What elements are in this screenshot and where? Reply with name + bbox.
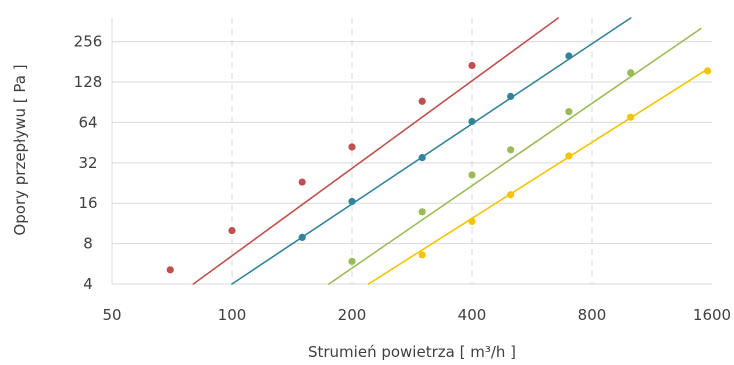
y-tick-label: 8	[83, 235, 93, 253]
data-point	[468, 61, 476, 70]
data-point	[507, 146, 515, 154]
data-point	[348, 257, 356, 265]
data-point	[418, 251, 426, 259]
data-point	[348, 143, 356, 151]
data-point	[507, 191, 515, 199]
y-tick-label: 256	[74, 33, 103, 51]
data-point	[228, 227, 236, 235]
x-axis-title: Strumień powietrza [ m³/h ]	[308, 343, 516, 361]
x-tick-label: 400	[458, 306, 487, 324]
series-1	[231, 17, 632, 285]
y-tick-label: 32	[78, 154, 97, 172]
x-tick-label: 200	[338, 306, 367, 324]
y-axis-title: Opory przepływu [ Pa ]	[11, 64, 29, 235]
data-point	[565, 52, 573, 60]
data-point	[166, 266, 174, 274]
data-point	[418, 97, 426, 105]
series-2	[328, 27, 702, 285]
data-point	[627, 69, 635, 77]
x-tick-label: 1600	[693, 306, 731, 324]
data-point	[468, 171, 476, 179]
series-0	[166, 17, 559, 285]
series-line	[328, 27, 702, 285]
series-line	[231, 17, 632, 285]
data-point	[704, 67, 712, 75]
data-point	[565, 152, 573, 160]
data-point	[627, 113, 635, 121]
x-tick-label: 50	[102, 306, 121, 324]
x-tick-label: 100	[218, 306, 247, 324]
data-point	[418, 153, 426, 162]
data-point	[565, 108, 573, 116]
series-layer	[166, 17, 712, 285]
y-gridlines	[112, 41, 712, 285]
x-tick-label: 800	[578, 306, 607, 324]
data-point	[468, 117, 476, 126]
data-point	[468, 217, 476, 226]
series-3	[367, 67, 712, 285]
data-point	[298, 233, 306, 241]
x-tick-labels: 50 100 200 400 800 1600	[102, 306, 731, 324]
data-point	[348, 197, 356, 206]
data-point	[507, 92, 515, 101]
data-point	[298, 178, 306, 186]
y-tick-label: 128	[74, 73, 103, 91]
series-line	[192, 17, 559, 285]
y-tick-label: 16	[78, 194, 97, 212]
y-tick-labels: 4 8 16 32 64 128 256	[74, 33, 103, 293]
series-line	[367, 68, 709, 285]
y-tick-label: 64	[78, 113, 97, 131]
y-tick-label: 4	[83, 275, 93, 293]
data-point	[418, 208, 426, 216]
